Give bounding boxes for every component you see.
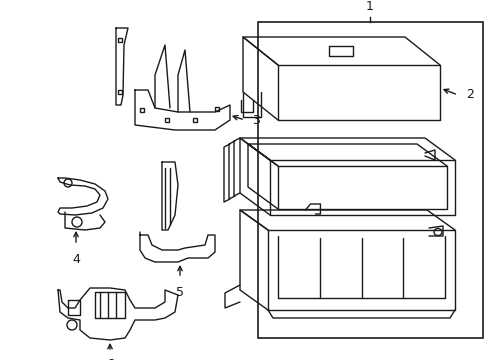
Text: 2: 2 (465, 89, 473, 102)
Bar (193, 118, 197, 122)
Bar (118, 38, 122, 42)
Bar (164, 118, 169, 122)
Text: 1: 1 (366, 0, 373, 13)
Bar (258, 22, 482, 338)
Text: 3: 3 (251, 113, 259, 126)
Text: 4: 4 (72, 253, 80, 266)
Text: 6: 6 (106, 358, 114, 360)
Bar (118, 90, 122, 94)
Bar (215, 107, 219, 111)
Bar (140, 108, 143, 112)
Text: 5: 5 (176, 286, 183, 299)
